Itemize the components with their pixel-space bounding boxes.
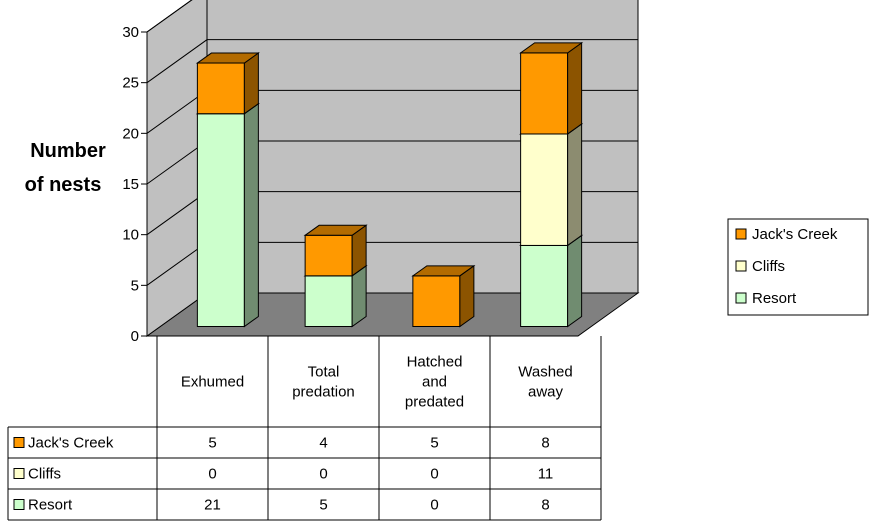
bar-segment [411,264,476,328]
data-table: Exhumed Total predation Hatched and predated W… [7,336,602,521]
row-label: Cliffs [28,466,61,483]
data-label: 8 [541,435,549,452]
y-axis-title: Number of nests [25,140,106,196]
bar-top-face [519,42,584,54]
bar-front-face [520,52,569,135]
bar-front-face [520,244,569,327]
bar-stack-group [195,41,584,328]
gridline [146,39,638,84]
legend-swatch [735,228,747,240]
y-axis-title-line-2: of nests [25,174,102,196]
legend-swatch [735,260,747,272]
data-label: 5 [208,435,216,452]
data-label: 0 [319,466,327,483]
data-label: 11 [538,466,554,483]
y-tick-label: 5 [131,277,139,294]
category-label: predation [292,384,355,401]
y-axis-title-line-1: Number [30,140,106,162]
row-legend-swatch [13,499,25,510]
bar-side-face [243,102,259,328]
legend-box [727,218,869,316]
bar-segment [195,52,260,115]
bar-front-face [520,133,569,246]
legend-swatch [735,292,747,304]
data-label: 4 [319,435,327,452]
y-tick-label: 0 [131,328,139,345]
data-label: 5 [319,497,327,514]
bar-segment [195,102,260,328]
category-label: predated [405,394,464,411]
data-label: 5 [430,435,438,452]
legend-label: Cliffs [752,258,785,275]
bar-segment [519,234,584,328]
legend-label: Jack's Creek [752,226,838,243]
legend-label: Resort [752,290,797,307]
bar-front-face [412,275,461,328]
data-label: 21 [204,497,221,514]
bar-top-face [303,224,368,236]
category-label: Washed [518,364,572,381]
category-label: and [422,374,447,391]
bar-front-face [196,62,245,115]
gridline [146,0,193,33]
legend: Jack's Creek Cliffs Resort [727,218,869,316]
row-legend-swatch [13,437,25,448]
y-tick-label: 25 [122,75,139,92]
bar-segment [519,41,584,135]
y-tick-label: 10 [122,227,139,244]
category-label: away [528,384,564,401]
row-label: Jack's Creek [28,435,114,452]
bar-side-face [567,41,583,135]
bar-front-face [196,113,245,327]
data-label: 0 [430,466,438,483]
y-axis: 0 5 10 15 20 25 30 [122,24,148,345]
bar-side-face [567,122,583,247]
bar-front-face [304,275,353,328]
data-label: 0 [430,497,438,514]
bar-top-face [195,52,260,64]
bar-segment [519,122,584,247]
y-tick-label: 20 [122,125,139,142]
data-label: 8 [541,497,549,514]
row-legend-swatch [13,468,25,479]
category-label: Exhumed [181,374,244,391]
data-label: 0 [208,466,216,483]
y-tick-label: 30 [122,24,139,41]
category-label: Total [308,364,340,381]
bar-top-face [411,265,476,277]
bar-segment [303,224,368,277]
category-label: Hatched [407,354,463,371]
row-label: Resort [28,497,73,514]
y-tick-label: 15 [122,176,139,193]
bar-side-face [567,234,583,328]
bar-front-face [304,234,353,277]
